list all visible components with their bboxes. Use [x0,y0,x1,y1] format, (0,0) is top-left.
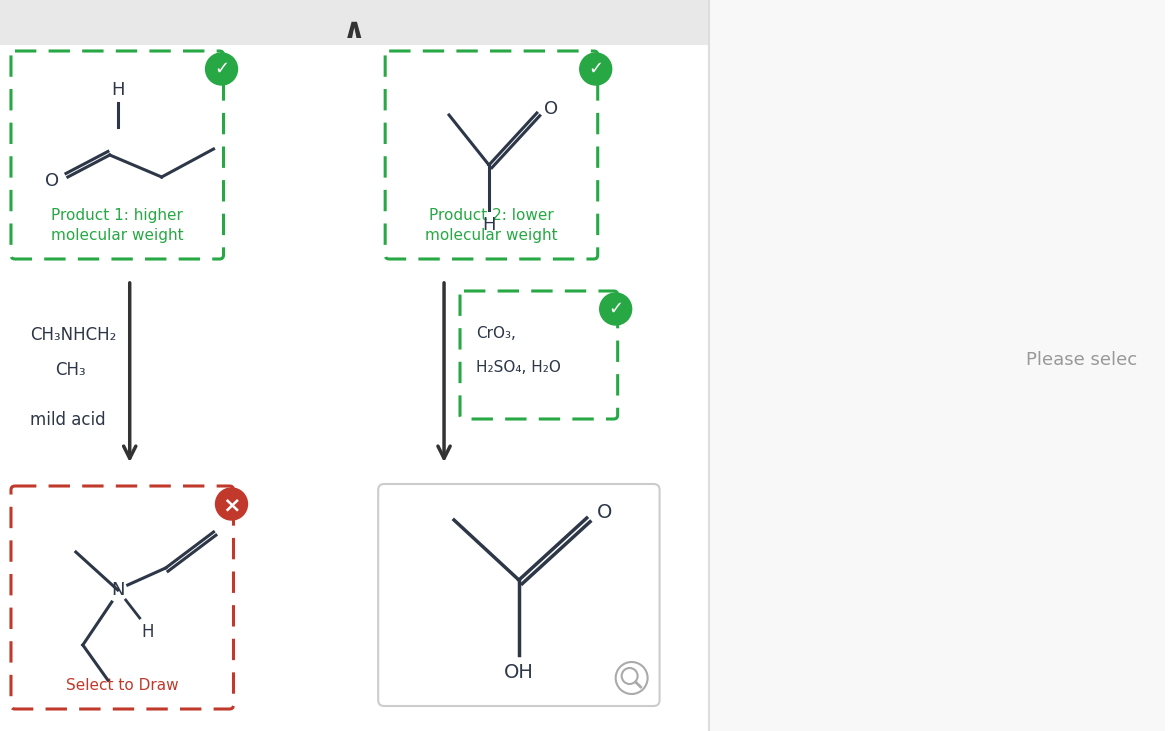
Text: Product 2: lower
molecular weight: Product 2: lower molecular weight [425,208,558,243]
Text: H: H [482,216,495,234]
Circle shape [599,293,632,325]
Circle shape [616,662,647,694]
FancyBboxPatch shape [11,51,223,259]
Text: ✓: ✓ [214,60,229,78]
Circle shape [216,488,248,520]
Text: Select to Draw: Select to Draw [65,678,179,693]
Text: Product 1: higher
molecular weight: Product 1: higher molecular weight [51,208,183,243]
Text: H₂SO₄, H₂O: H₂SO₄, H₂O [477,360,561,374]
Circle shape [579,53,612,85]
Text: O: O [44,172,58,190]
FancyBboxPatch shape [385,51,598,259]
Text: mild acid: mild acid [30,411,105,429]
Text: N: N [111,581,125,599]
Text: H: H [141,623,154,641]
FancyBboxPatch shape [0,0,1166,45]
FancyBboxPatch shape [378,484,660,706]
Text: H: H [111,81,125,99]
Text: O: O [544,100,558,118]
Text: CH₃: CH₃ [55,361,85,379]
Text: ✓: ✓ [589,60,604,78]
Text: CH₃NHCH₂: CH₃NHCH₂ [30,326,117,344]
FancyBboxPatch shape [710,0,1166,731]
Text: OH: OH [503,662,534,681]
Text: O: O [597,502,612,521]
Text: CrO₃,: CrO₃, [477,325,516,341]
Text: ✓: ✓ [609,300,624,318]
Text: ∧: ∧ [343,16,366,44]
FancyBboxPatch shape [11,486,234,709]
Text: Please selec: Please selec [1026,351,1136,369]
FancyBboxPatch shape [460,291,618,419]
Text: ×: × [222,495,241,515]
Circle shape [206,53,237,85]
FancyBboxPatch shape [0,45,709,731]
